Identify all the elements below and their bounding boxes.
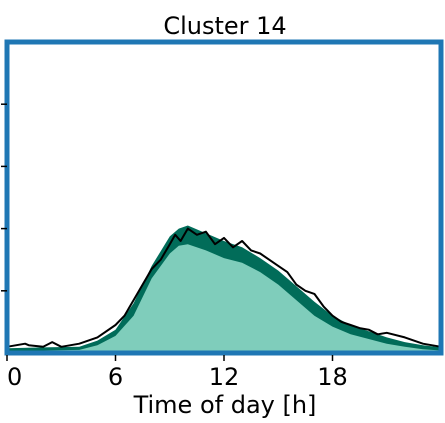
chart-title: Cluster 14 xyxy=(163,12,286,40)
plot-area xyxy=(6,225,442,353)
x-tick-label: 6 xyxy=(108,363,123,391)
outline-series-line xyxy=(6,227,442,348)
x-tick-label: 12 xyxy=(209,363,240,391)
plot-frame xyxy=(4,39,444,356)
x-ticks: 0 6 12 18 xyxy=(6,355,348,391)
x-tick-label: 18 xyxy=(317,363,348,391)
x-tick-label: 0 xyxy=(7,363,22,391)
y-ticks xyxy=(1,103,7,292)
x-axis-label: Time of day [h] xyxy=(133,391,317,419)
area-series-lower-band xyxy=(7,244,441,353)
